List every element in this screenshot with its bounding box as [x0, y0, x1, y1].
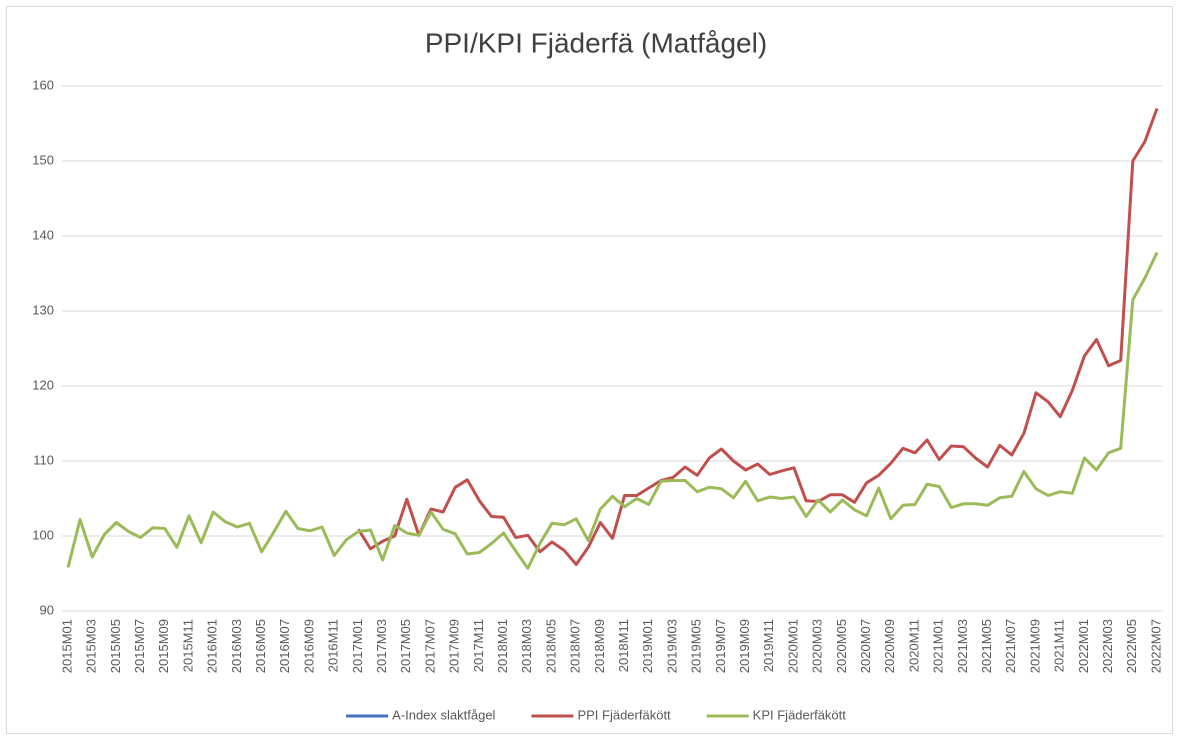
x-tick-label: 2021M09 [1027, 619, 1042, 673]
x-tick-label: 2016M09 [301, 619, 316, 673]
y-tick-label: 130 [32, 302, 54, 317]
x-tick-label: 2017M11 [471, 619, 486, 672]
x-tick-label: 2022M03 [1100, 619, 1115, 673]
y-tick-label: 100 [32, 527, 54, 542]
legend-label: KPI Fjäderfäkött [753, 707, 847, 722]
x-tick-label: 2017M07 [422, 619, 437, 673]
y-tick-label: 160 [32, 77, 54, 92]
x-tick-label: 2020M07 [858, 619, 873, 673]
y-tick-label: 150 [32, 152, 54, 167]
x-tick-label: 2022M07 [1148, 619, 1163, 673]
x-tick-label: 2020M05 [834, 619, 849, 673]
x-tick-label: 2019M05 [689, 619, 704, 673]
x-tick-label: 2016M05 [253, 619, 268, 673]
chart-title: PPI/KPI Fjäderfä (Matfågel) [425, 27, 767, 58]
x-tick-label: 2018M01 [495, 619, 510, 673]
x-tick-label: 2019M09 [737, 619, 752, 673]
x-tick-label: 2015M07 [132, 619, 147, 673]
x-tick-label: 2017M01 [350, 619, 365, 673]
x-tick-label: 2021M03 [955, 619, 970, 673]
x-tick-label: 2019M11 [761, 619, 776, 672]
x-tick-label: 2015M11 [180, 619, 195, 672]
x-tick-label: 2015M03 [84, 619, 99, 673]
x-tick-label: 2021M05 [979, 619, 994, 673]
x-tick-label: 2016M07 [277, 619, 292, 673]
line-series [357, 107, 1159, 566]
y-tick-label: 120 [32, 377, 54, 392]
x-tick-label: 2020M09 [882, 619, 897, 673]
x-tick-label: 2016M11 [326, 619, 341, 672]
chart-border [6, 6, 1173, 734]
x-tick-label: 2016M01 [205, 619, 220, 673]
x-tick-label: 2015M01 [59, 619, 74, 673]
legend-label: A-Index slaktfågel [392, 707, 495, 722]
x-tick-label: 2018M03 [519, 619, 534, 673]
x-tick-label: 2017M05 [398, 619, 413, 673]
y-tick-label: 90 [40, 602, 54, 617]
y-tick-label: 140 [32, 227, 54, 242]
x-tick-label: 2016M03 [229, 619, 244, 673]
x-tick-label: 2021M11 [1052, 619, 1067, 672]
x-tick-label: 2018M09 [592, 619, 607, 673]
x-tick-label: 2015M05 [108, 619, 123, 673]
x-tick-label: 2018M07 [568, 619, 583, 673]
x-tick-label: 2020M03 [810, 619, 825, 673]
x-tick-label: 2021M01 [931, 619, 946, 673]
x-tick-label: 2018M11 [616, 619, 631, 672]
x-tick-label: 2022M05 [1124, 619, 1139, 673]
x-tick-label: 2019M07 [713, 619, 728, 673]
line-series [66, 251, 1159, 570]
y-tick-label: 110 [33, 452, 54, 467]
x-tick-label: 2017M09 [447, 619, 462, 673]
x-tick-label: 2021M07 [1003, 619, 1018, 673]
x-tick-label: 2018M05 [543, 619, 558, 673]
x-tick-label: 2022M01 [1076, 619, 1091, 673]
legend-label: PPI Fjäderfäkött [577, 707, 671, 722]
x-tick-label: 2019M01 [640, 619, 655, 673]
x-tick-label: 2020M01 [785, 619, 800, 673]
x-tick-label: 2019M03 [664, 619, 679, 673]
x-tick-label: 2015M09 [156, 619, 171, 673]
x-tick-label: 2017M03 [374, 619, 389, 673]
x-tick-label: 2020M11 [906, 619, 921, 672]
